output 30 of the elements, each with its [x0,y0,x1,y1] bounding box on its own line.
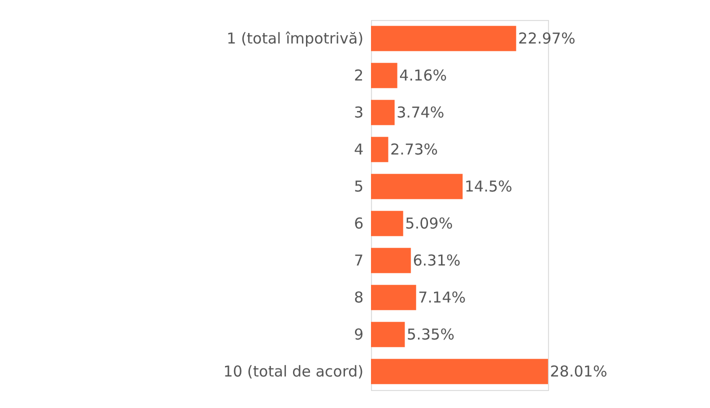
data-label: 5.35% [406,326,454,344]
data-label: 4.16% [399,66,447,84]
data-label: 3.74% [396,104,444,122]
y-tick-label: 9 [354,326,364,344]
y-tick-label: 4 [354,140,364,158]
data-label: 7.14% [418,288,466,306]
data-label: 22.97% [518,30,576,48]
y-tick-label: 1 (total împotrivă) [226,30,364,48]
bar [371,284,416,310]
bar [371,322,405,348]
bar [371,100,395,126]
data-label: 5.09% [405,214,453,232]
data-label: 14.5% [464,178,512,196]
y-tick-label: 3 [354,104,364,122]
data-label: 2.73% [390,140,438,158]
y-tick-label: 6 [354,214,364,232]
data-label: 6.31% [412,252,461,270]
bar [371,210,404,236]
data-label: 28.01% [550,362,608,380]
y-tick-label: 2 [354,66,364,84]
y-tick-label: 10 (total de acord) [223,362,364,380]
bar [371,26,516,52]
bar [371,62,398,88]
bar [371,136,388,162]
bar [371,248,411,274]
bar [371,358,548,384]
bar [371,174,463,200]
y-tick-label: 5 [354,178,364,196]
y-tick-label: 8 [354,288,364,306]
y-tick-label: 7 [354,252,364,270]
